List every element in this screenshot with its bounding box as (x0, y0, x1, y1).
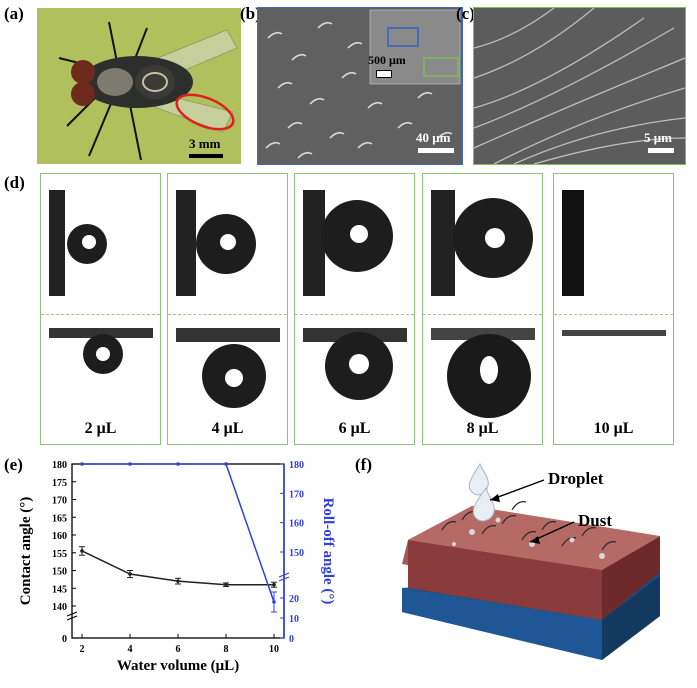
left-tick-label: 140 (52, 602, 67, 613)
x-tick-label: 6 (176, 644, 181, 655)
data-point-left (272, 582, 276, 587)
hair-structures (441, 501, 617, 551)
right-tick-label: 160 (289, 519, 304, 530)
x-tick-label: 4 (128, 644, 133, 655)
dust-particles (452, 517, 605, 559)
left-tick-label: 0 (62, 634, 67, 645)
left-tick-label: 175 (52, 478, 67, 489)
scale-bar-c (648, 148, 674, 153)
scale-text-a: 3 mm (189, 136, 221, 151)
left-axis-break (66, 611, 78, 621)
scale-bar-a (189, 154, 223, 158)
left-tick-label: 160 (52, 531, 67, 542)
right-tick-label: 10 (289, 614, 299, 625)
x-tick-label: 2 (80, 644, 85, 655)
right-tick-label: 180 (289, 460, 304, 471)
x-tick-label: 10 (269, 644, 279, 655)
volume-label-4ul: 4 μL (211, 420, 244, 437)
left-tick-label: 145 (52, 584, 67, 595)
right-tick-label: 0 (289, 634, 294, 645)
droplet-cell-2ul: 2 μL (40, 173, 161, 445)
volume-label-2ul: 2 μL (84, 420, 117, 437)
inset-box-blue (387, 27, 419, 47)
panel-b-label: (b) (240, 4, 261, 23)
left-tick-label: 150 (52, 567, 67, 578)
data-point-right (224, 462, 228, 466)
panel-d-label: (d) (4, 173, 25, 192)
droplet-label: Droplet (548, 469, 604, 488)
panel-c-label: (c) (456, 4, 475, 23)
left-axis-label: Contact angle (°) (18, 497, 34, 605)
x-axis-label: Water volume (μL) (117, 658, 239, 674)
volume-label-8ul: 8 μL (466, 420, 499, 437)
sem-hairs-c (473, 7, 686, 165)
wing-highlight-ellipse (175, 93, 235, 131)
data-point-left (176, 579, 180, 583)
sem-image-c: 5 μm (473, 7, 686, 165)
inset-box-green (423, 57, 459, 77)
left-tick-label: 155 (52, 549, 67, 560)
panel-f-label: (f) (355, 455, 372, 474)
data-point-right (128, 462, 132, 466)
fly-photo: 3 mm (37, 8, 241, 164)
x-tick-label: 8 (224, 644, 229, 655)
left-tick-label: 170 (52, 496, 67, 507)
right-tick-label: 20 (289, 594, 299, 605)
dust-label: Dust (578, 511, 612, 530)
inset-scale-bar-b (376, 70, 392, 78)
droplet-cell-8ul: 8 μL (422, 173, 543, 445)
right-axis-label: Roll-off angle (°) (320, 498, 336, 605)
left-tick-label: 180 (52, 460, 67, 471)
data-point-right (176, 462, 180, 466)
right-tick-label: 150 (289, 548, 304, 559)
data-point-right (80, 462, 84, 466)
fly-illustration (37, 8, 241, 164)
inset-scale-text-b: 500 μm (368, 53, 406, 67)
panel-a-label: (a) (4, 4, 24, 23)
volume-label-10ul: 10 μL (593, 420, 634, 437)
droplet-cell-4ul: 4 μL (167, 173, 288, 445)
dust-droplet-schematic: Droplet Dust (402, 462, 660, 660)
scale-text-b: 40 μm (416, 130, 451, 145)
plot-frame (71, 463, 285, 639)
sem-image-b: 500 μm 40 μm (257, 7, 463, 165)
left-tick-label: 165 (52, 513, 67, 524)
sem-microstructure-b (258, 8, 462, 164)
scale-text-c: 5 μm (644, 130, 672, 145)
data-point-left (224, 582, 228, 587)
data-point-left (128, 572, 132, 576)
right-tick-label: 170 (289, 489, 304, 500)
volume-label-6ul: 6 μL (338, 420, 371, 437)
droplet-icons (468, 462, 495, 522)
contact-angle-chart: 0 140 145 150 155 160 165 170 175 180 0 10 20 150 160 1… (18, 460, 336, 674)
droplet-cell-10ul: 10 μL (553, 173, 674, 445)
right-axis-break (278, 572, 290, 582)
panel-e-label: (e) (4, 455, 23, 474)
droplet-cell-6ul: 6 μL (294, 173, 415, 445)
data-point-left (80, 549, 84, 553)
scale-bar-b (418, 148, 454, 153)
data-point-right (272, 600, 276, 604)
